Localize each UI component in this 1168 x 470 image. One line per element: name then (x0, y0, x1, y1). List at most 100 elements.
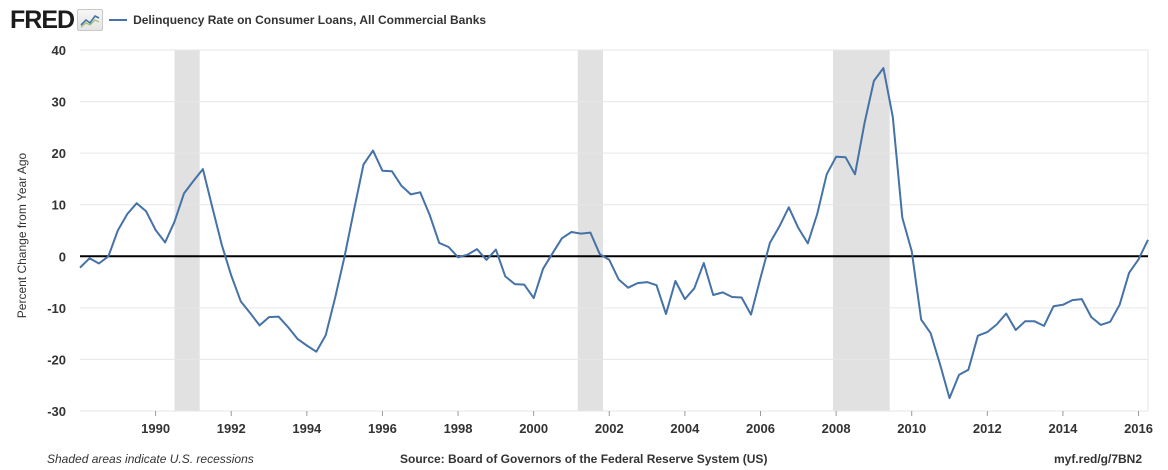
data-point[interactable] (862, 121, 867, 126)
data-point[interactable] (408, 192, 413, 197)
data-point[interactable] (87, 256, 92, 261)
data-point[interactable] (512, 282, 517, 287)
data-point[interactable] (569, 230, 574, 235)
data-point[interactable] (342, 254, 347, 259)
data-point[interactable] (1098, 322, 1103, 327)
data-point[interactable] (673, 279, 678, 284)
data-point[interactable] (796, 225, 801, 230)
data-point[interactable] (947, 396, 952, 401)
data-point[interactable] (701, 260, 706, 265)
data-point[interactable] (399, 183, 404, 188)
data-point[interactable] (1051, 304, 1056, 309)
data-point[interactable] (370, 148, 375, 153)
data-point[interactable] (938, 362, 943, 367)
data-point[interactable] (96, 261, 101, 266)
data-point[interactable] (493, 247, 498, 252)
data-point[interactable] (730, 295, 735, 300)
data-point[interactable] (1108, 319, 1113, 324)
data-point[interactable] (1013, 328, 1018, 333)
data-point[interactable] (267, 315, 272, 320)
data-point[interactable] (503, 274, 508, 279)
data-point[interactable] (853, 172, 858, 177)
data-point[interactable] (1042, 323, 1047, 328)
data-point[interactable] (777, 224, 782, 229)
data-point[interactable] (125, 211, 130, 216)
data-point[interactable] (153, 227, 158, 232)
data-point[interactable] (163, 240, 168, 245)
data-point[interactable] (456, 255, 461, 260)
data-point[interactable] (994, 322, 999, 327)
data-point[interactable] (560, 236, 565, 241)
data-point[interactable] (257, 323, 262, 328)
data-point[interactable] (767, 240, 772, 245)
data-point[interactable] (181, 191, 186, 196)
data-point[interactable] (749, 312, 754, 317)
data-point[interactable] (304, 343, 309, 348)
data-point[interactable] (900, 215, 905, 220)
data-point[interactable] (1004, 311, 1009, 316)
data-point[interactable] (380, 168, 385, 173)
data-point[interactable] (200, 167, 205, 172)
data-point[interactable] (106, 254, 111, 259)
data-point[interactable] (1070, 298, 1075, 303)
data-point[interactable] (881, 66, 886, 71)
data-point[interactable] (1089, 315, 1094, 320)
data-point[interactable] (975, 333, 980, 338)
series-line-1[interactable] (79, 67, 1149, 400)
data-point[interactable] (229, 273, 234, 278)
data-point[interactable] (389, 169, 394, 174)
data-point[interactable] (720, 290, 725, 295)
data-point[interactable] (758, 275, 763, 280)
data-point[interactable] (956, 372, 961, 377)
data-point[interactable] (985, 330, 990, 335)
data-point[interactable] (1032, 319, 1037, 324)
data-point[interactable] (928, 331, 933, 336)
data-point[interactable] (333, 295, 338, 300)
data-point[interactable] (427, 213, 432, 218)
data-point[interactable] (144, 209, 149, 214)
data-point[interactable] (531, 296, 536, 301)
data-point[interactable] (645, 280, 650, 285)
fred-logo[interactable]: FRED (10, 5, 75, 34)
data-point[interactable] (437, 240, 442, 245)
data-point[interactable] (541, 266, 546, 271)
data-point[interactable] (1079, 297, 1084, 302)
data-point[interactable] (588, 230, 593, 235)
data-point[interactable] (682, 297, 687, 302)
data-point[interactable] (616, 277, 621, 282)
data-point[interactable] (484, 257, 489, 262)
data-point[interactable] (352, 207, 357, 212)
data-point[interactable] (276, 314, 281, 319)
source-note[interactable]: Source: Board of Governors of the Federa… (400, 452, 768, 466)
data-point[interactable] (626, 285, 631, 290)
data-point[interactable] (1127, 270, 1132, 275)
data-point[interactable] (295, 336, 300, 341)
data-point[interactable] (635, 281, 640, 286)
data-point[interactable] (191, 178, 196, 183)
data-point[interactable] (1023, 319, 1028, 324)
data-point[interactable] (1060, 302, 1065, 307)
data-point[interactable] (919, 317, 924, 322)
data-point[interactable] (446, 245, 451, 250)
data-point[interactable] (607, 257, 612, 262)
data-point[interactable] (692, 286, 697, 291)
data-point[interactable] (1146, 237, 1151, 242)
short-link[interactable]: myf.red/g/7BN2 (1053, 452, 1142, 466)
data-point[interactable] (654, 283, 659, 288)
data-point[interactable] (314, 349, 319, 354)
data-point[interactable] (248, 311, 253, 316)
data-point[interactable] (474, 247, 479, 252)
data-point[interactable] (966, 367, 971, 372)
data-point[interactable] (711, 292, 716, 297)
data-point[interactable] (871, 78, 876, 83)
data-point[interactable] (909, 249, 914, 254)
data-point[interactable] (78, 265, 83, 270)
data-point[interactable] (739, 295, 744, 300)
data-point[interactable] (1136, 257, 1141, 262)
data-point[interactable] (172, 219, 177, 224)
data-point[interactable] (522, 282, 527, 287)
data-point[interactable] (418, 190, 423, 195)
data-point[interactable] (824, 172, 829, 177)
data-point[interactable] (465, 252, 470, 257)
data-point[interactable] (786, 205, 791, 210)
